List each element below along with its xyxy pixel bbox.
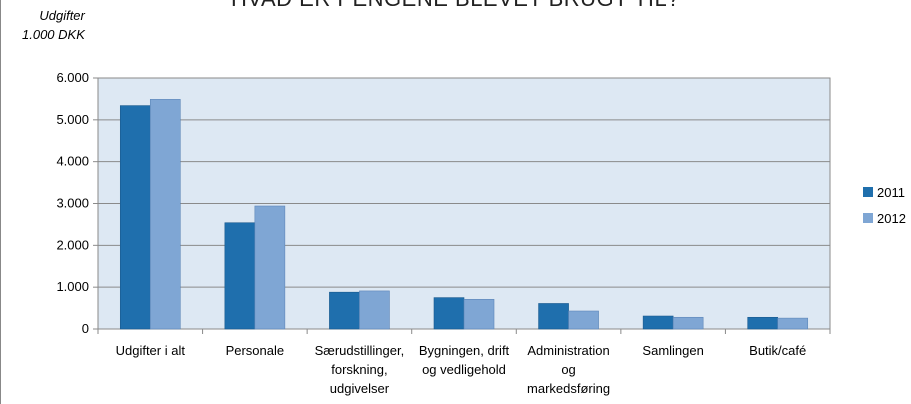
x-category-label: forskning, (331, 362, 387, 377)
bar-2012 (568, 310, 599, 330)
x-category-label: og vedligehold (422, 362, 506, 377)
y-axis-label-line-1: Udgifter (39, 8, 85, 23)
x-category-label: Butik/café (749, 343, 806, 358)
x-category-label: markedsføring (527, 381, 610, 396)
legend-swatch-2011 (863, 187, 873, 197)
bar-2011 (433, 297, 465, 330)
x-category-label: udgivelser (330, 381, 390, 396)
chart-title: HVAD ER PENGENE BLEVET BRUGT TIL? (0, 0, 911, 12)
x-category-label: Bygningen, drift (419, 343, 510, 358)
bar-2012 (359, 290, 390, 330)
bar-2012 (254, 205, 286, 330)
bar-2011 (642, 315, 674, 330)
bar-2012 (777, 317, 809, 330)
y-tick-label: 0 (82, 321, 89, 336)
bar-2012 (463, 298, 495, 330)
x-category-label: Samlingen (642, 343, 703, 358)
y-tick-label: 1.000 (56, 279, 89, 294)
bar-2011 (538, 303, 569, 330)
bar-2012 (149, 99, 181, 330)
x-category-label: Særudstillinger, (315, 343, 405, 358)
y-tick-label: 6.000 (56, 70, 89, 85)
legend-label-2011: 2011 (877, 185, 905, 200)
y-tick-label: 5.000 (56, 112, 89, 127)
bar-2011 (119, 105, 151, 330)
bar-2011 (329, 291, 360, 330)
legend-label-2012: 2012 (877, 211, 906, 226)
legend-swatch-2012 (863, 213, 873, 223)
bar-2011 (747, 316, 779, 330)
x-category-label: Administration (527, 343, 609, 358)
y-axis-label: Udgifter 1.000 DKK (22, 6, 85, 44)
bar-2011 (224, 222, 256, 330)
x-category-label: og (561, 362, 575, 377)
y-tick-label: 2.000 (56, 237, 89, 252)
x-category-label: Udgifter i alt (116, 343, 186, 358)
y-tick-label: 4.000 (56, 154, 89, 169)
y-tick-label: 3.000 (56, 196, 89, 211)
bar-2012 (672, 316, 704, 330)
x-category-label: Personale (226, 343, 285, 358)
y-axis-label-line-2: 1.000 DKK (22, 27, 85, 42)
